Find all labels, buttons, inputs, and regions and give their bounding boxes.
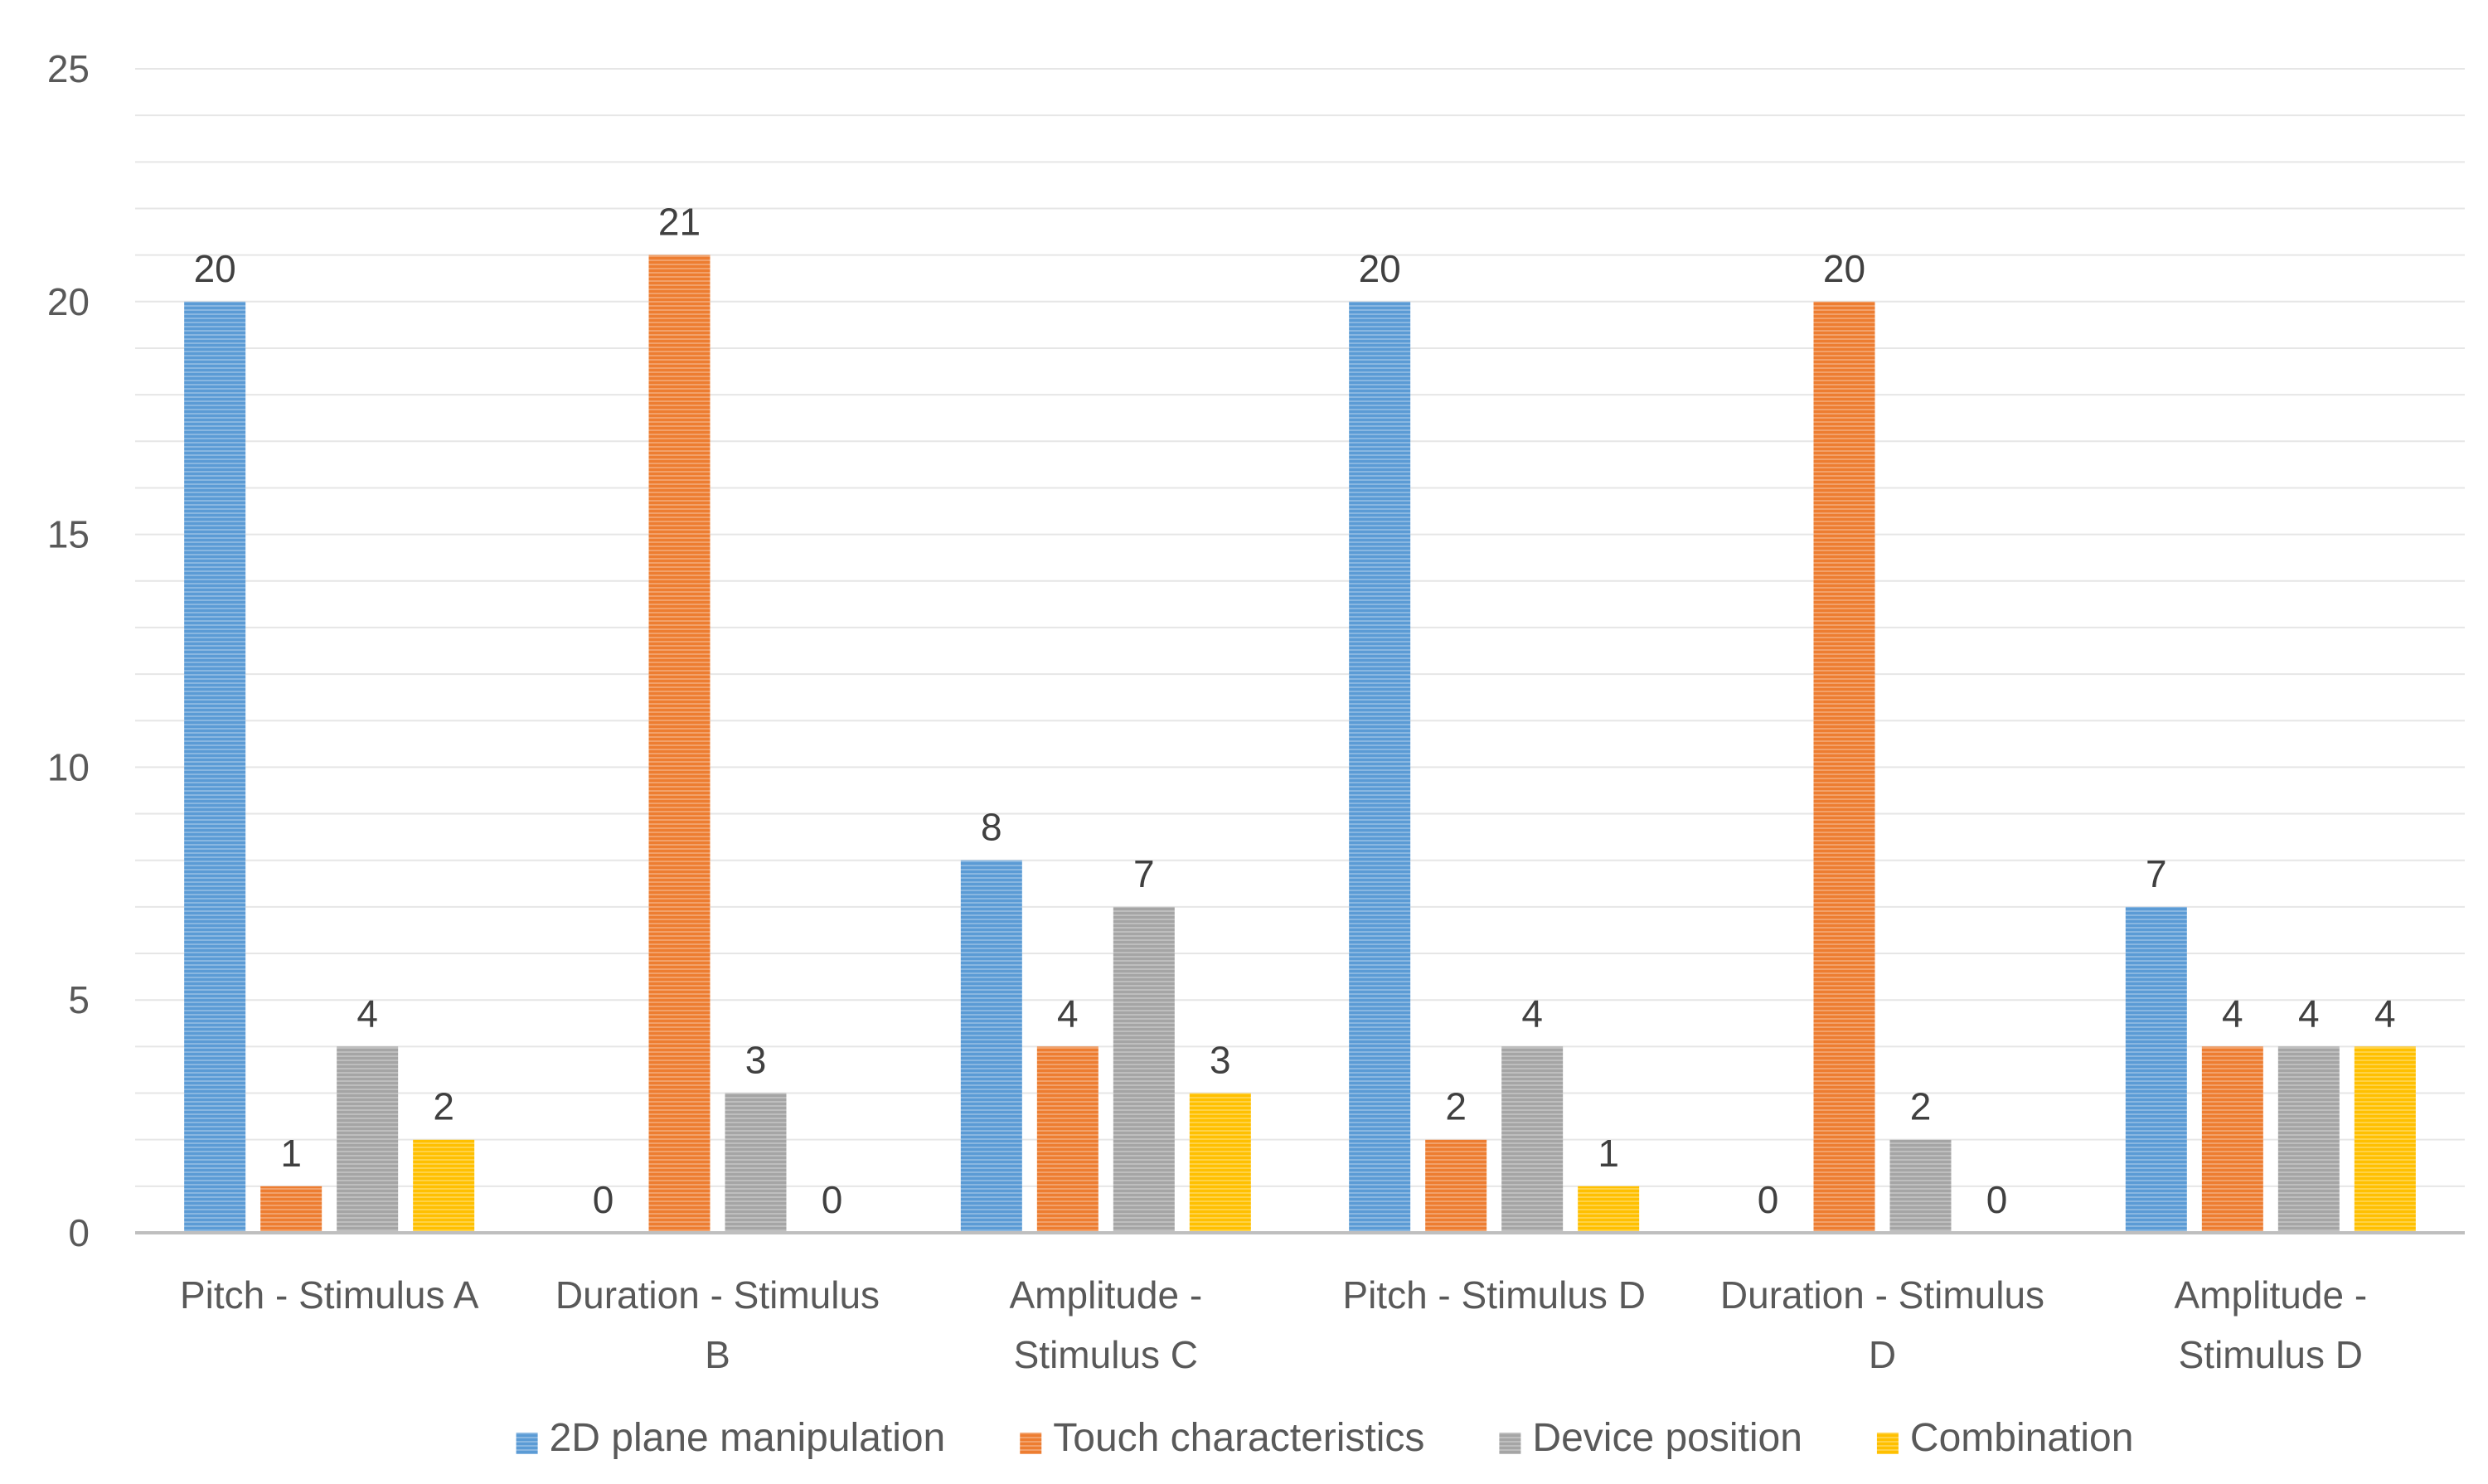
data-label: 8 (981, 806, 1002, 849)
legend-item-combination[interactable]: Combination (1876, 1416, 2133, 1460)
bar-combination-1 (413, 1139, 475, 1233)
bar-device-position-6 (2277, 1046, 2340, 1233)
data-label: 2 (1910, 1085, 1932, 1128)
bars (184, 255, 2416, 1233)
bar-device-position-3 (1113, 906, 1175, 1233)
legend-item-touch-characteristics[interactable]: Touch characteristics (1020, 1416, 1424, 1460)
bar-touch-characteristics-2 (648, 255, 711, 1233)
data-label: 20 (1359, 247, 1401, 290)
legend-swatch (1020, 1433, 1042, 1454)
legend-swatch (1876, 1433, 1899, 1454)
data-label: 3 (745, 1039, 767, 1082)
data-label: 1 (280, 1132, 302, 1175)
bar-2d-plane-manipulation-4 (1349, 301, 1411, 1233)
x-category-label: Duration - Stimulus (1720, 1273, 2044, 1317)
x-category-label: Amplitude - (2175, 1273, 2368, 1317)
x-category-label: Duration - Stimulus (555, 1273, 880, 1317)
legend-swatch (1499, 1433, 1521, 1454)
bar-touch-characteristics-6 (2201, 1046, 2263, 1233)
data-label: 0 (593, 1178, 614, 1221)
data-label: 4 (1521, 992, 1543, 1035)
bar-2d-plane-manipulation-6 (2125, 906, 2187, 1233)
legend-item-device-position[interactable]: Device position (1499, 1416, 1802, 1460)
x-category-label: Pitch - Stimulus A (180, 1273, 479, 1317)
data-label: 0 (822, 1178, 843, 1221)
legend-swatch (516, 1433, 538, 1454)
bar-2d-plane-manipulation-3 (960, 860, 1022, 1233)
y-tick-label: 15 (47, 513, 90, 556)
bar-device-position-4 (1501, 1046, 1564, 1233)
x-category-label: Stimulus C (1014, 1333, 1198, 1376)
bar-touch-characteristics-3 (1036, 1046, 1099, 1233)
data-label: 3 (1210, 1039, 1231, 1082)
data-label: 0 (1758, 1178, 1779, 1221)
gridlines (135, 68, 2465, 1187)
data-label: 4 (2374, 992, 2396, 1035)
x-category-label: D (1869, 1333, 1896, 1376)
data-label: 2 (433, 1085, 454, 1128)
legend-label: Touch characteristics (1053, 1416, 1424, 1460)
legend-label: Device position (1532, 1416, 1802, 1460)
x-category-label: B (705, 1333, 730, 1376)
data-label: 21 (658, 201, 701, 244)
y-tick-label: 20 (47, 280, 90, 323)
legend-label: Combination (1910, 1416, 2133, 1460)
data-label: 4 (356, 992, 378, 1035)
y-tick-label: 0 (68, 1211, 90, 1254)
data-label: 1 (1598, 1132, 1619, 1175)
y-tick-label: 25 (47, 47, 90, 90)
data-label: 7 (2146, 852, 2167, 895)
bar-touch-characteristics-1 (260, 1186, 323, 1233)
data-label: 0 (1986, 1178, 2008, 1221)
bar-device-position-5 (1889, 1139, 1952, 1233)
y-axis-ticks: 0 5 10 15 20 25 (47, 47, 90, 1254)
x-category-label: Amplitude - (1010, 1273, 1203, 1317)
bar-device-position-2 (725, 1093, 787, 1233)
data-label: 2 (1445, 1085, 1467, 1128)
data-label: 20 (1823, 247, 1865, 290)
data-label: 4 (2298, 992, 2320, 1035)
bar-touch-characteristics-5 (1813, 301, 1875, 1233)
y-tick-label: 10 (47, 745, 90, 788)
bar-device-position-1 (337, 1046, 399, 1233)
bar-combination-3 (1189, 1093, 1251, 1233)
bar-touch-characteristics-4 (1425, 1139, 1487, 1233)
bar-combination-4 (1578, 1186, 1640, 1233)
legend-label: 2D plane manipulation (550, 1416, 946, 1460)
y-tick-label: 5 (68, 978, 90, 1021)
data-label: 20 (194, 247, 236, 290)
bar-combination-6 (2354, 1046, 2416, 1233)
data-label: 4 (1057, 992, 1079, 1035)
category-labels: Pitch - Stimulus A Duration - Stimulus B Am… (180, 1273, 2367, 1376)
bar-2d-plane-manipulation-1 (184, 301, 246, 1233)
x-category-label: Stimulus D (2179, 1333, 2363, 1376)
x-category-label: Pitch - Stimulus D (1342, 1273, 1646, 1317)
legend[interactable]: 2D plane manipulation Touch characteristi… (516, 1416, 2134, 1460)
data-label: 7 (1133, 852, 1155, 895)
legend-item-2d-plane-manipulation[interactable]: 2D plane manipulation (516, 1416, 946, 1460)
data-label: 4 (2222, 992, 2243, 1035)
